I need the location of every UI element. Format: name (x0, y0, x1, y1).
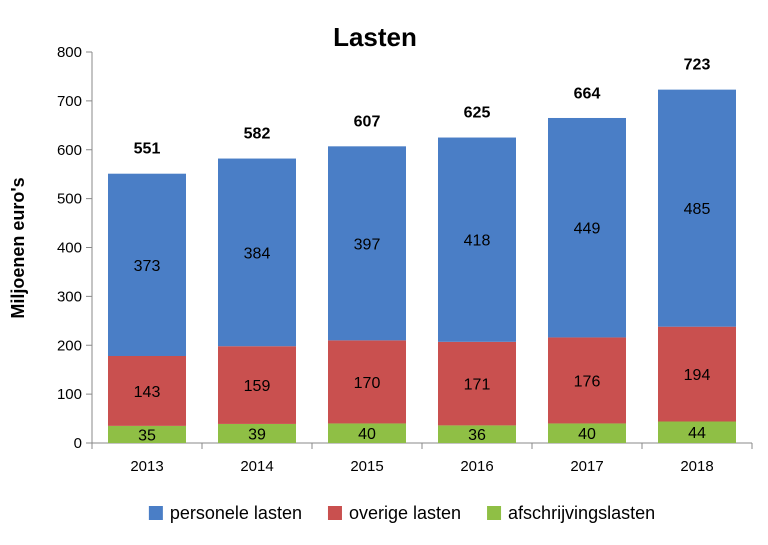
bar-segment-label: 171 (464, 377, 491, 394)
bar-segment (328, 340, 406, 424)
chart-title: Lasten (333, 22, 417, 52)
bar-segment-label: 170 (354, 375, 381, 392)
bar-segment-label: 449 (574, 221, 601, 238)
bar-total-label: 582 (244, 126, 271, 143)
bar-segment (108, 425, 186, 443)
bar-segment (438, 137, 516, 342)
bar-segment-label: 143 (134, 384, 161, 401)
bar-segment-label: 36 (468, 427, 486, 444)
bar-segment-label: 384 (244, 245, 271, 262)
x-tick-label: 2013 (130, 458, 163, 475)
bar-segment (218, 346, 296, 424)
bar-segment-label: 397 (354, 236, 381, 253)
x-tick-label: 2015 (350, 458, 383, 475)
y-tick-label: 400 (57, 240, 82, 257)
bar-segment (658, 89, 736, 327)
bar-segment (548, 423, 626, 443)
legend-swatch (327, 506, 342, 520)
y-axis-label: Miljoenen euro's (8, 177, 28, 318)
legend-label: personele lasten (170, 503, 302, 523)
legend-swatch (148, 506, 163, 520)
bar-segment-label: 39 (248, 426, 266, 443)
bar-segment (548, 337, 626, 424)
legend-label: overige lasten (349, 503, 461, 523)
bar-segment-label: 418 (464, 233, 491, 250)
bar-segment (438, 341, 516, 426)
y-tick-label: 600 (57, 142, 82, 159)
y-tick-label: 100 (57, 386, 82, 403)
bar-total-label: 607 (354, 113, 381, 130)
bar-segment-label: 35 (138, 427, 156, 444)
x-tick-label: 2017 (570, 458, 603, 475)
bar-segment (658, 326, 736, 422)
bar-segment (108, 173, 186, 357)
legend: personele lasten overige lasten afschrijvi… (148, 503, 655, 523)
x-tick-label: 2016 (460, 458, 493, 475)
bars: 35 143 373 551 39 159 384 582 40 170 397 607 36 171 41… (108, 57, 736, 444)
y-tick-label: 200 (57, 337, 82, 354)
bar-segment (218, 158, 296, 347)
bar-segment-label: 194 (684, 367, 711, 384)
y-tick-label: 300 (57, 288, 82, 305)
bar-segment-label: 373 (134, 258, 161, 275)
bar-segment-label: 159 (244, 378, 271, 395)
legend-swatch (487, 506, 502, 520)
y-tick-label: 700 (57, 93, 82, 110)
x-tick-label: 2014 (240, 458, 273, 475)
bar-total-label: 664 (574, 85, 601, 102)
bar-segment-label: 485 (684, 201, 711, 218)
bar-segment (328, 423, 406, 443)
axes: 0 100 200 300 400 500 600 700 800 2013 2014 2015 201… (57, 44, 753, 475)
bar-segment (328, 146, 406, 341)
bar-segment (548, 117, 626, 338)
bar-segment (658, 421, 736, 443)
x-tick-label: 2018 (680, 458, 713, 475)
bar-segment (108, 356, 186, 426)
bar-total-label: 551 (134, 141, 161, 158)
bar-segment-label: 40 (578, 426, 596, 443)
bar-total-label: 625 (464, 105, 491, 122)
bar-segment-label: 44 (688, 425, 706, 442)
y-tick-label: 800 (57, 44, 82, 61)
legend-label: afschrijvingslasten (508, 503, 655, 523)
bar-segment (218, 423, 296, 443)
bar-total-label: 723 (684, 57, 711, 74)
bar-segment-label: 40 (358, 426, 376, 443)
y-tick-label: 500 (57, 191, 82, 208)
bar-segment-label: 176 (574, 373, 601, 390)
bar-segment (438, 425, 516, 443)
y-tick-label: 0 (74, 435, 82, 452)
